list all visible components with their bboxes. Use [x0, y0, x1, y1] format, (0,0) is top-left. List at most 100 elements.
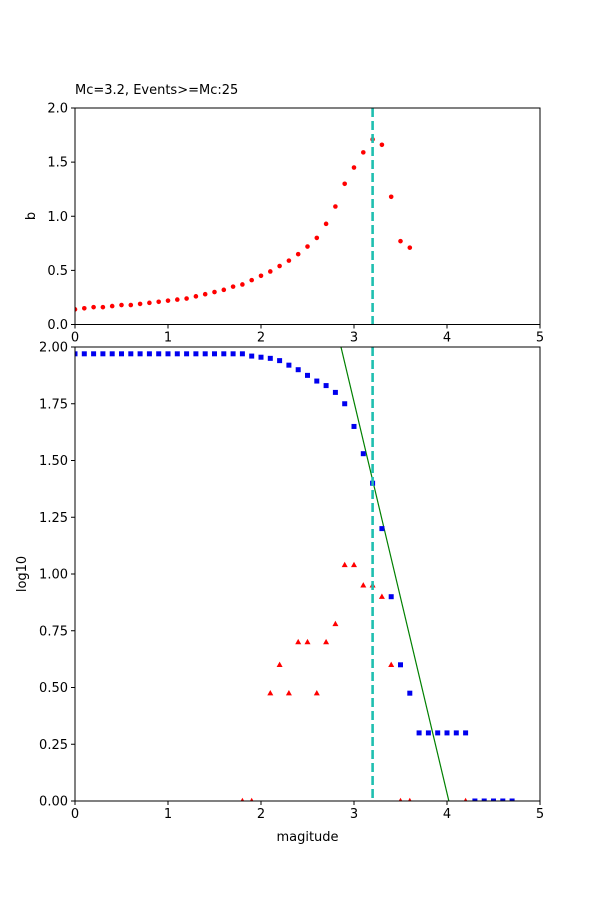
bottom-x-tick-label: 5: [536, 807, 544, 822]
bottom-clipped-marks: [75, 347, 515, 801]
bottom-marks-layer: [75, 347, 515, 801]
noncumulative-point: [249, 797, 254, 801]
cumulative-point: [398, 662, 403, 668]
b-value-point: [109, 303, 115, 309]
cumulative-point: [258, 354, 264, 360]
cumulative-point: [174, 351, 180, 357]
cumulative-point: [212, 351, 217, 357]
bottom-y-tick-label: 1.25: [39, 511, 68, 526]
noncumulative-point: [341, 561, 348, 568]
cumulative-point: [463, 730, 469, 736]
cumulative-point: [100, 351, 106, 357]
cumulative-point: [416, 730, 422, 736]
b-value-point: [295, 251, 301, 257]
bottom-y-tick-label: 2.00: [39, 341, 68, 356]
bottom-y-tick-label: 0.25: [39, 738, 68, 753]
cumulative-point: [332, 389, 338, 395]
b-value-point: [184, 296, 189, 301]
bottom-y-tick-label: 1.50: [39, 454, 68, 469]
top-x-tick-label: 2: [257, 331, 265, 346]
cumulative-point: [305, 372, 310, 378]
noncumulative-point: [304, 638, 311, 645]
top-x-tick-label: 5: [536, 331, 544, 346]
b-value-point: [221, 287, 227, 293]
cumulative-point: [128, 351, 134, 357]
b-value-point: [268, 269, 273, 274]
cumulative-point: [388, 594, 394, 600]
bottom-y-tick-label: 1.00: [39, 568, 68, 583]
top-clipped-marks: [75, 108, 413, 325]
top-y-tick-label: 1.5: [47, 156, 68, 171]
cumulative-point: [342, 401, 348, 407]
cumulative-point: [230, 351, 236, 357]
noncumulative-point: [360, 582, 367, 588]
top-y-tick-label: 0.0: [47, 318, 68, 333]
b-value-point: [305, 244, 310, 249]
cumulative-point: [379, 526, 385, 532]
noncumulative-point: [332, 620, 339, 627]
cumulative-point: [491, 798, 496, 801]
b-value-point: [351, 165, 357, 170]
b-value-point: [398, 238, 403, 244]
cumulative-point: [221, 351, 227, 357]
cumulative-point: [351, 423, 357, 429]
b-value-point: [75, 307, 78, 312]
cumulative-point: [146, 351, 152, 357]
bottom-x-tick-label: 2: [257, 807, 265, 822]
bottom-x-axis-label: magitude: [276, 830, 338, 845]
noncumulative-point: [398, 797, 403, 801]
bottom-x-tick-label: 3: [350, 807, 358, 822]
cumulative-point: [500, 798, 506, 801]
cumulative-point: [81, 351, 87, 357]
bottom-plot-frame: [74, 346, 541, 802]
b-value-point: [175, 297, 180, 302]
cumulative-point: [75, 351, 78, 357]
bottom-y-tick-label: 0.00: [39, 795, 68, 810]
top-x-tick-label: 1: [164, 331, 172, 346]
cumulative-point: [323, 383, 329, 389]
bottom-y-tick-label: 0.75: [39, 624, 68, 639]
noncumulative-point: [313, 689, 320, 696]
b-value-point: [156, 299, 161, 305]
top-ticks-layer: 0 1 2 3 4 5 0.0 0.5 1.0 1.5 2.0: [47, 102, 544, 346]
b-value-point: [128, 302, 134, 308]
noncumulative-point: [285, 689, 292, 696]
cumulative-point: [509, 798, 515, 801]
noncumulative-point: [408, 797, 412, 801]
b-value-point: [100, 304, 106, 310]
b-value-panel: Mc=3.2, Events>=Mc:25 b 0 1 2 3 4 5 0.0 0.5 1.0 1…: [24, 83, 544, 346]
b-value-point: [230, 284, 236, 289]
noncumulative-point: [295, 638, 302, 645]
b-value-point: [361, 150, 366, 155]
cumulative-point: [137, 351, 143, 357]
top-y-tick-label: 0.5: [47, 264, 68, 279]
top-y-tick-label: 1.0: [47, 210, 68, 225]
b-value-point: [277, 263, 282, 269]
top-y-axis-label: b: [24, 212, 39, 220]
b-value-point: [137, 301, 143, 307]
b-value-point: [407, 245, 413, 250]
cumulative-point: [472, 798, 478, 801]
cumulative-point: [360, 451, 366, 457]
noncumulative-point: [351, 561, 357, 568]
cumulative-point: [109, 351, 115, 357]
b-value-point: [240, 282, 245, 287]
cumulative-point: [193, 351, 199, 357]
cumulative-point: [184, 351, 190, 357]
bottom-y-tick-label: 1.75: [39, 397, 68, 412]
b-value-point: [323, 221, 329, 227]
noncumulative-point: [276, 661, 283, 667]
cumulative-point: [286, 362, 292, 368]
cumulative-point: [202, 351, 208, 357]
cumulative-point: [249, 353, 255, 359]
cumulative-point: [119, 351, 124, 357]
top-y-tick-label: 2.0: [47, 102, 68, 117]
bottom-x-tick-label: 0: [71, 807, 79, 822]
b-value-point: [286, 258, 292, 263]
cumulative-point: [481, 798, 487, 801]
top-x-tick-label: 3: [350, 331, 358, 346]
b-value-point: [314, 235, 320, 241]
b-value-point: [212, 289, 217, 295]
